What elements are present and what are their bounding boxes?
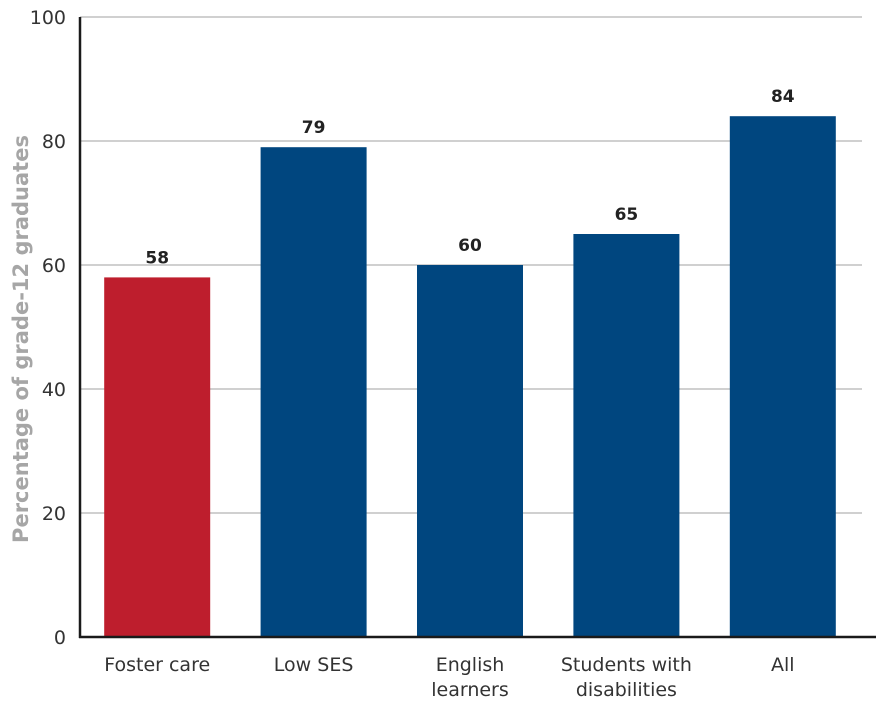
category-label: Low SES <box>274 654 354 676</box>
bar <box>729 116 836 637</box>
bar <box>104 277 211 637</box>
data-label: 60 <box>458 236 482 256</box>
category-label: English <box>436 654 505 676</box>
category-labels: Foster care Low SES English learners Student… <box>104 654 794 701</box>
y-tick-label: 0 <box>54 627 66 649</box>
data-label: 79 <box>302 118 326 138</box>
y-tick-label: 100 <box>30 7 66 29</box>
data-label: 65 <box>615 205 639 225</box>
data-label: 84 <box>771 87 795 107</box>
category-label: Students with <box>561 654 692 676</box>
y-tick-label: 20 <box>42 503 66 525</box>
data-labels: 58 79 60 65 84 <box>145 87 794 268</box>
axes <box>78 17 876 639</box>
y-tick-label: 60 <box>42 255 66 277</box>
y-axis-title: Percentage of grade-12 graduates <box>9 135 33 543</box>
y-tick-label: 40 <box>42 379 66 401</box>
category-label: learners <box>431 679 509 701</box>
bar <box>417 265 523 637</box>
bar <box>573 234 680 637</box>
y-tick-labels: 0 20 40 60 80 100 <box>30 7 66 649</box>
category-label: All <box>771 654 795 676</box>
bars <box>104 116 836 637</box>
y-tick-label: 80 <box>42 131 66 153</box>
data-label: 58 <box>145 248 169 268</box>
category-label: Foster care <box>104 654 210 676</box>
category-label: disabilities <box>576 679 677 701</box>
bar <box>260 147 367 637</box>
